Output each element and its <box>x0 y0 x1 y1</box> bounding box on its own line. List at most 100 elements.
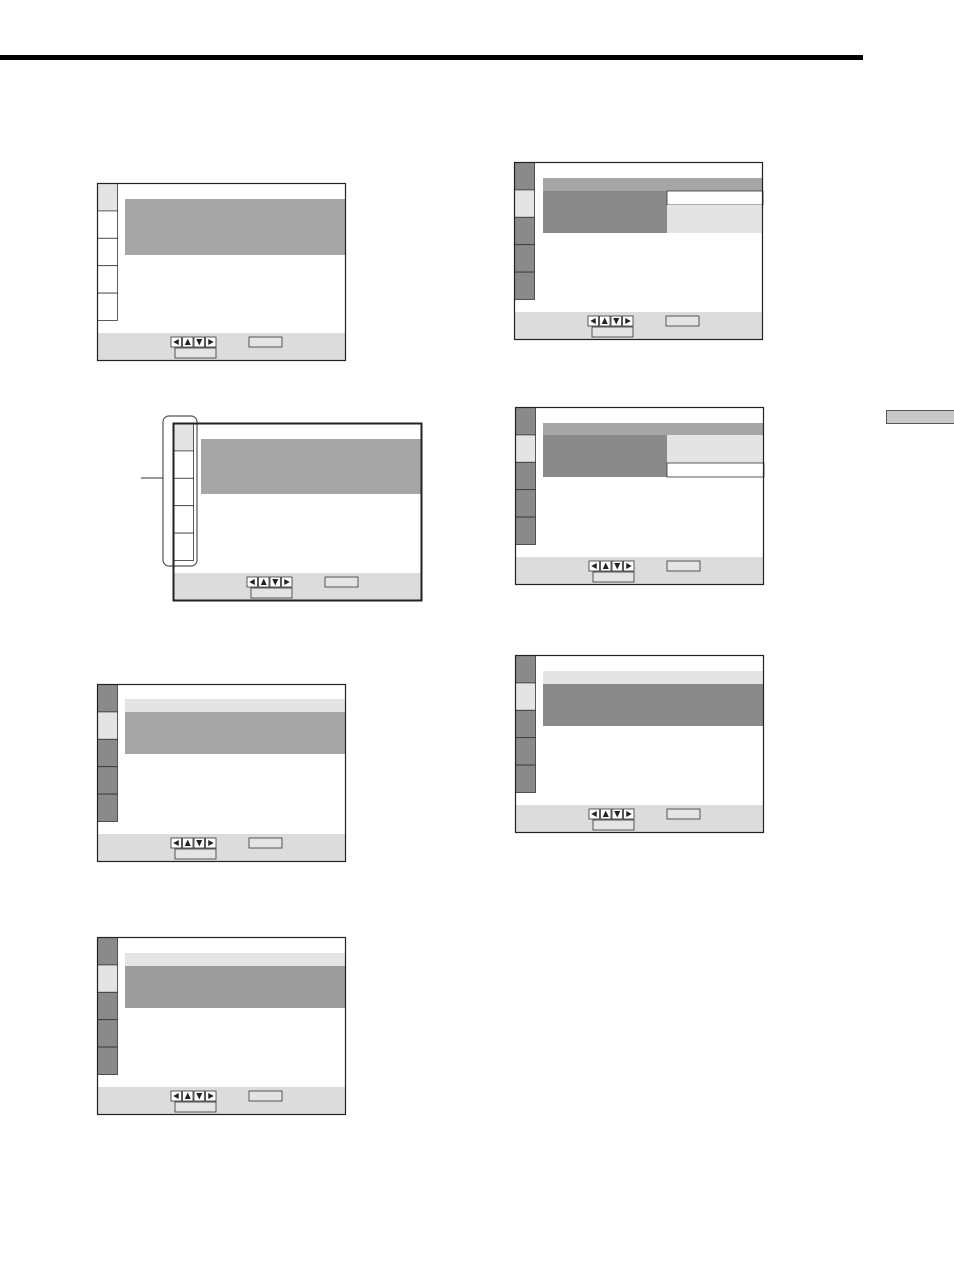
menu-tab <box>97 738 118 768</box>
menu-tab <box>515 737 536 766</box>
menu-tab <box>514 271 535 300</box>
menu-block <box>543 191 667 233</box>
menu-tab <box>97 684 118 713</box>
arrow-icon <box>626 811 632 817</box>
menu-tab <box>173 477 194 507</box>
screen-bottom-bar <box>97 1087 346 1115</box>
return-button <box>174 1101 217 1113</box>
menu-tab <box>97 793 118 822</box>
arrow-icon <box>614 811 621 818</box>
menu-tab <box>515 489 536 518</box>
return-button <box>174 848 217 860</box>
screen-frame <box>513 161 764 341</box>
menu-tab <box>97 964 118 993</box>
screen-bottom-bar <box>514 312 763 340</box>
screen-frame <box>514 654 765 834</box>
arrow-icon <box>284 579 290 585</box>
enter-button <box>666 560 701 572</box>
enter-button <box>248 336 283 348</box>
arrow-icon <box>614 563 621 570</box>
menu-block <box>666 190 764 206</box>
screen-frame <box>96 683 347 863</box>
menu-block <box>125 199 346 255</box>
arrow-icon <box>184 1092 191 1099</box>
section-tab <box>886 410 954 424</box>
menu-block <box>543 435 667 477</box>
menu-screen <box>172 422 423 602</box>
arrow-icon <box>173 1093 179 1099</box>
return-button <box>592 571 635 583</box>
arrow-icon <box>184 338 191 345</box>
menu-block <box>543 671 764 684</box>
arrow-icon <box>625 318 631 324</box>
arrow-icon <box>208 339 214 345</box>
arrow-icon <box>601 317 608 324</box>
arrow-icon <box>173 840 179 846</box>
arrow-icon <box>591 563 597 569</box>
menu-block <box>667 435 764 463</box>
menu-tab <box>173 505 194 534</box>
arrow-icon <box>260 578 267 585</box>
menu-block <box>667 205 763 233</box>
screen-bottom-bar <box>515 557 764 585</box>
arrow-icon <box>591 811 597 817</box>
screen-frame <box>96 182 347 362</box>
arrow-icon <box>249 579 255 585</box>
menu-block <box>543 423 764 435</box>
menu-tab <box>173 532 194 561</box>
screen-frame <box>514 406 765 586</box>
screen-bottom-bar <box>515 805 764 833</box>
enter-button <box>248 837 283 849</box>
screen-bottom-bar <box>97 333 346 361</box>
arrow-icon <box>602 810 609 817</box>
menu-screen <box>514 406 765 586</box>
arrow-icon <box>626 563 632 569</box>
menu-tab <box>515 407 536 436</box>
menu-screen <box>96 182 347 362</box>
menu-tab <box>514 216 535 246</box>
menu-screen <box>96 936 347 1116</box>
menu-tab <box>97 292 118 321</box>
menu-block <box>125 699 346 712</box>
menu-tab <box>173 450 194 479</box>
header-rule <box>0 55 863 60</box>
arrow-icon <box>208 840 214 846</box>
menu-screen <box>513 161 764 341</box>
arrow-icon <box>208 1093 214 1099</box>
menu-tab <box>97 1046 118 1075</box>
arrow-icon <box>272 579 279 586</box>
return-button <box>591 326 634 338</box>
return-button <box>592 819 635 831</box>
menu-tab <box>97 711 118 740</box>
menu-block <box>543 684 764 726</box>
screen-bottom-bar <box>97 834 346 862</box>
menu-tab <box>97 991 118 1021</box>
screen-bottom-bar <box>173 573 422 601</box>
arrow-icon <box>196 840 203 847</box>
enter-button <box>324 576 359 588</box>
menu-tab <box>515 434 536 463</box>
menu-screen <box>514 654 765 834</box>
menu-block <box>543 178 763 191</box>
menu-tab <box>514 244 535 273</box>
arrow-icon <box>196 1093 203 1100</box>
menu-tab <box>97 210 118 239</box>
menu-tab <box>514 162 535 191</box>
menu-tab <box>515 655 536 684</box>
menu-block <box>125 953 346 966</box>
enter-button <box>665 315 700 327</box>
menu-block <box>125 712 346 754</box>
menu-tab <box>97 237 118 267</box>
menu-tab <box>515 764 536 793</box>
menu-tab <box>515 682 536 711</box>
menu-tab <box>97 265 118 294</box>
screen-frame <box>172 422 423 602</box>
arrow-icon <box>173 339 179 345</box>
enter-button <box>248 1090 283 1102</box>
tab-bracket <box>162 415 198 567</box>
menu-tab <box>514 189 535 218</box>
menu-tab <box>97 1019 118 1048</box>
menu-tab <box>515 709 536 739</box>
